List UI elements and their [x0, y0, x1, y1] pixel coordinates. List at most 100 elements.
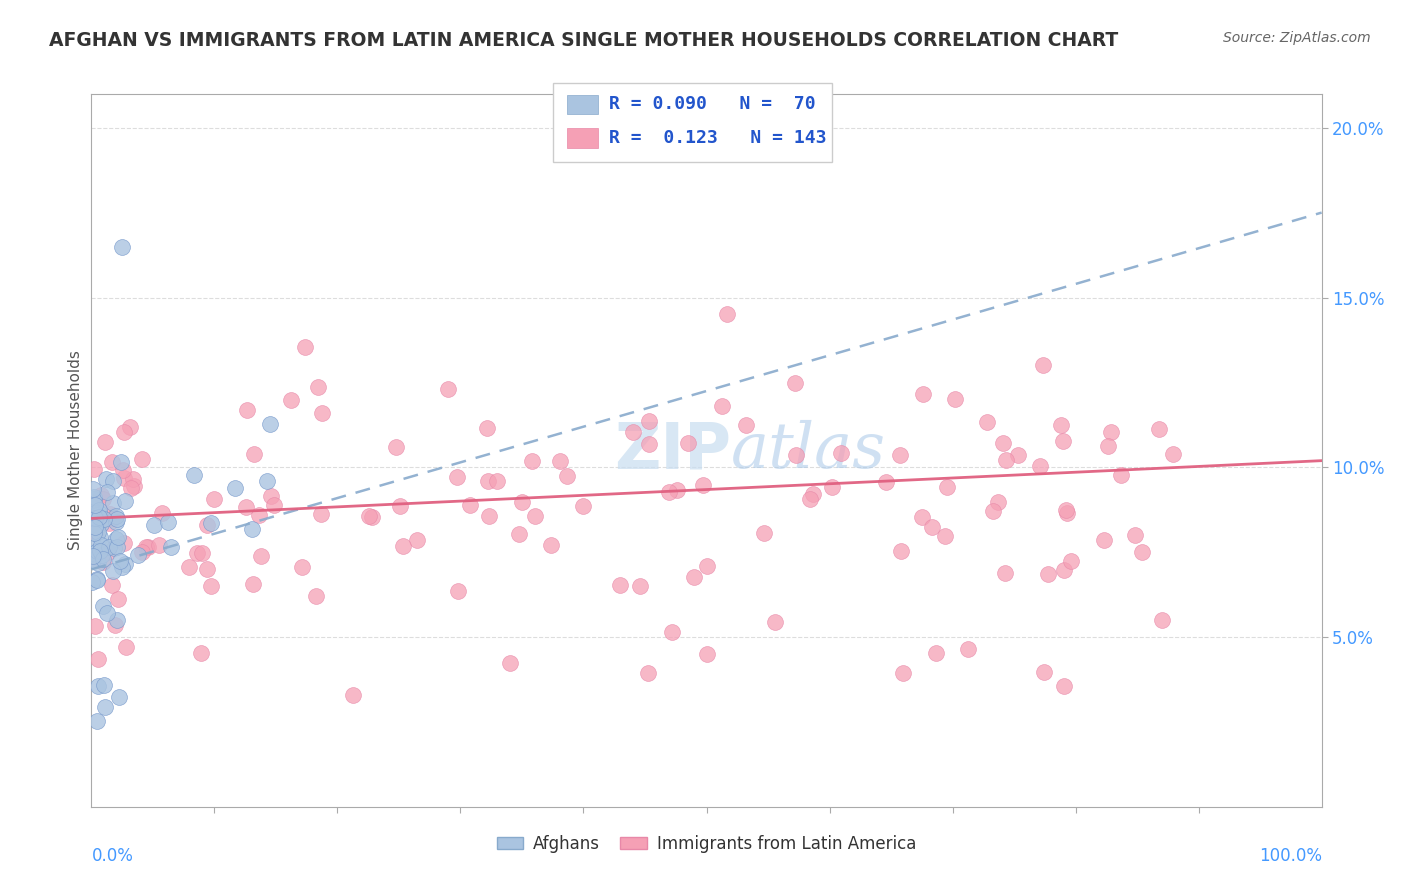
Point: [540, 538, 562, 552]
Point: [142, 518, 165, 533]
Point: [183, 467, 205, 482]
Point: [98, 540, 121, 554]
Point: [101, 496, 124, 510]
Point: [1054, 503, 1077, 517]
Point: [1007, 448, 1029, 462]
Point: [683, 569, 706, 583]
Point: [120, 481, 142, 495]
Point: [763, 615, 786, 629]
Point: [148, 538, 170, 552]
Point: [224, 481, 246, 495]
Text: atlas: atlas: [731, 419, 886, 482]
Point: [875, 475, 897, 490]
Point: [478, 508, 501, 523]
Point: [96, 472, 118, 486]
Point: [86, 574, 108, 588]
Point: [247, 508, 270, 522]
Point: [105, 533, 128, 547]
Point: [891, 665, 914, 680]
Point: [150, 506, 173, 520]
Point: [1099, 425, 1122, 440]
Point: [392, 539, 415, 553]
Point: [108, 554, 131, 568]
Point: [111, 239, 134, 253]
Point: [1053, 563, 1076, 577]
Point: [156, 515, 179, 529]
Point: [107, 592, 129, 607]
Point: [783, 376, 806, 390]
Point: [263, 499, 285, 513]
Point: [83, 552, 105, 566]
Point: [114, 557, 136, 571]
Point: [89, 543, 111, 558]
Point: [294, 340, 316, 354]
Point: [1032, 358, 1054, 372]
Point: [84, 512, 107, 526]
Point: [1056, 506, 1078, 520]
Point: [97, 545, 120, 559]
Legend: Afghans, Immigrants from Latin America: Afghans, Immigrants from Latin America: [491, 829, 922, 860]
Point: [911, 510, 934, 524]
Point: [384, 441, 406, 455]
Point: [256, 474, 278, 488]
Point: [499, 657, 522, 671]
Point: [83, 492, 105, 507]
Point: [446, 470, 468, 484]
Point: [820, 480, 842, 494]
Point: [91, 555, 114, 569]
Point: [925, 646, 948, 660]
Point: [91, 599, 114, 613]
Point: [96, 606, 118, 620]
Point: [259, 417, 281, 431]
Point: [135, 540, 157, 554]
Point: [83, 520, 105, 534]
Point: [692, 478, 714, 492]
Point: [115, 640, 138, 654]
Point: [752, 526, 775, 541]
Point: [696, 558, 718, 573]
Point: [1130, 544, 1153, 558]
Point: [1053, 679, 1076, 693]
Point: [80, 507, 103, 521]
Point: [84, 498, 107, 512]
Point: [243, 447, 266, 461]
Point: [107, 530, 129, 544]
Point: [122, 479, 145, 493]
Text: ZIP: ZIP: [614, 419, 731, 482]
Point: [98, 507, 121, 521]
Point: [1161, 447, 1184, 461]
Text: Source: ZipAtlas.com: Source: ZipAtlas.com: [1223, 31, 1371, 45]
Point: [555, 469, 578, 483]
Point: [437, 382, 460, 396]
Point: [995, 452, 1018, 467]
Point: [111, 560, 134, 574]
Point: [676, 436, 699, 450]
Point: [122, 473, 145, 487]
Point: [342, 688, 364, 702]
Point: [486, 474, 509, 488]
Point: [921, 520, 943, 534]
Point: [943, 392, 966, 407]
Point: [1060, 553, 1083, 567]
Point: [202, 491, 225, 506]
Point: [510, 494, 533, 508]
Point: [1097, 439, 1119, 453]
Point: [830, 446, 852, 460]
Point: [104, 618, 127, 632]
Text: R = 0.090   N =  70: R = 0.090 N = 70: [609, 95, 815, 113]
Point: [104, 515, 127, 529]
Point: [1150, 613, 1173, 627]
Point: [91, 549, 114, 563]
Point: [1092, 533, 1115, 547]
Point: [127, 548, 149, 562]
Point: [524, 509, 547, 524]
Point: [112, 463, 135, 477]
Point: [280, 392, 302, 407]
Text: AFGHAN VS IMMIGRANTS FROM LATIN AMERICA SINGLE MOTHER HOUSEHOLDS CORRELATION CHA: AFGHAN VS IMMIGRANTS FROM LATIN AMERICA …: [49, 31, 1118, 50]
Point: [1049, 418, 1071, 433]
Point: [993, 435, 1015, 450]
Point: [160, 540, 183, 554]
Point: [97, 516, 120, 530]
Point: [82, 482, 104, 496]
Point: [89, 530, 111, 544]
